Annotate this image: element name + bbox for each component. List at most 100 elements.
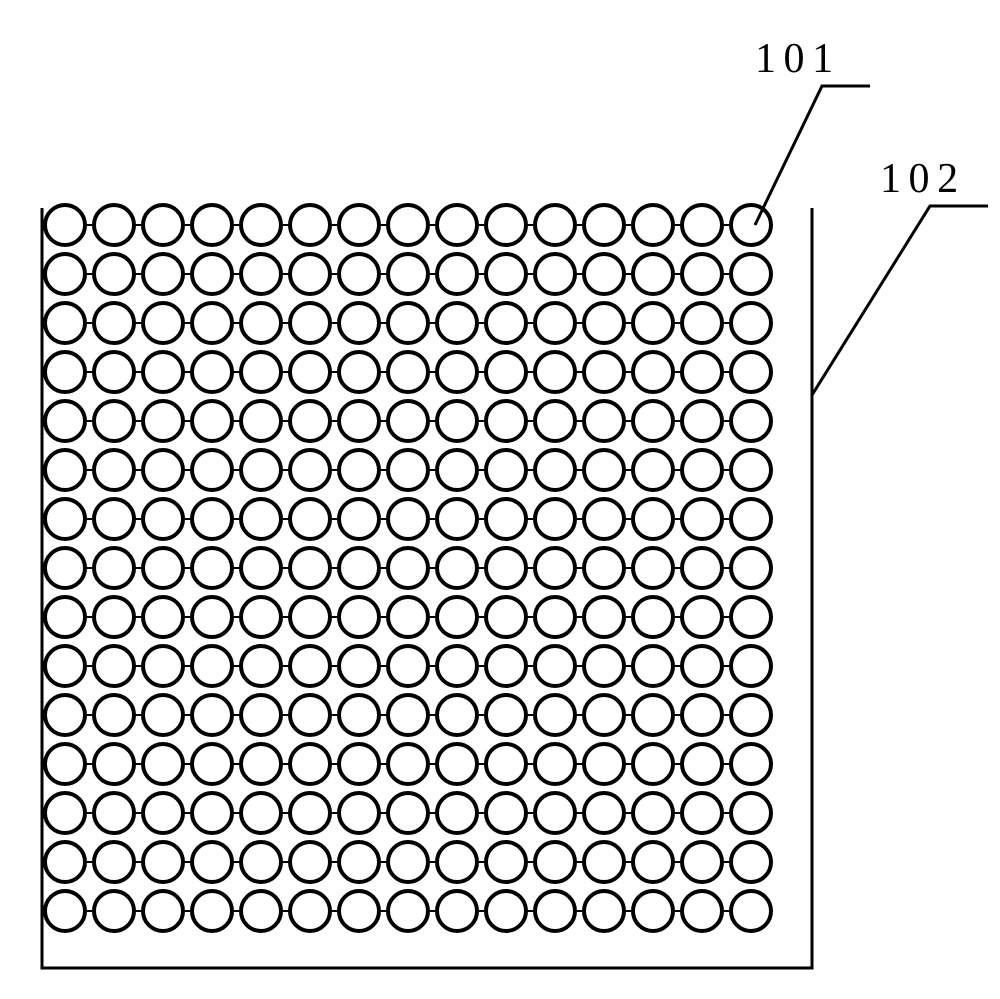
grid-dot: [94, 646, 134, 686]
grid-dot: [437, 891, 477, 931]
grid-dot: [290, 597, 330, 637]
grid-dot: [584, 548, 624, 588]
grid-dot: [192, 744, 232, 784]
grid-dot: [45, 842, 85, 882]
grid-dot: [633, 793, 673, 833]
grid-dot: [94, 303, 134, 343]
grid-dot: [584, 646, 624, 686]
grid-dot: [192, 646, 232, 686]
grid-dot: [192, 597, 232, 637]
grid-dot: [94, 793, 134, 833]
grid-dot: [143, 205, 183, 245]
grid-dot: [633, 499, 673, 539]
grid-dot: [486, 303, 526, 343]
grid-dot: [584, 401, 624, 441]
grid-dot: [192, 205, 232, 245]
grid-dot: [682, 450, 722, 490]
grid-dot: [535, 499, 575, 539]
grid-dot: [192, 548, 232, 588]
grid-dot: [241, 744, 281, 784]
grid-dot: [143, 891, 183, 931]
grid-dot: [143, 597, 183, 637]
grid-dot: [682, 401, 722, 441]
grid-dot: [339, 254, 379, 294]
grid-dot: [388, 548, 428, 588]
grid-dot: [94, 597, 134, 637]
grid-dot: [731, 254, 771, 294]
grid-dot: [486, 401, 526, 441]
grid-dot: [339, 891, 379, 931]
grid-dot: [584, 793, 624, 833]
grid-dot: [584, 842, 624, 882]
grid-dot: [94, 744, 134, 784]
grid-dot: [45, 352, 85, 392]
grid-dot: [290, 254, 330, 294]
grid-dot: [388, 450, 428, 490]
grid-dot: [143, 450, 183, 490]
grid-dot: [731, 744, 771, 784]
grid-dot: [45, 450, 85, 490]
grid-dot: [241, 254, 281, 294]
grid-dot: [388, 842, 428, 882]
grid-dot: [94, 499, 134, 539]
grid-dot: [192, 401, 232, 441]
grid-dot: [486, 891, 526, 931]
grid-dot: [241, 401, 281, 441]
grid-dot: [682, 205, 722, 245]
grid-dot: [437, 303, 477, 343]
grid-dot: [339, 303, 379, 343]
grid-dot: [682, 891, 722, 931]
grid-dot: [486, 499, 526, 539]
grid-dot: [290, 744, 330, 784]
grid-dot: [192, 891, 232, 931]
grid-dot: [682, 597, 722, 637]
grid-dot: [731, 205, 771, 245]
grid-dot: [584, 891, 624, 931]
grid-dot: [535, 646, 575, 686]
grid-dot: [486, 352, 526, 392]
grid-dot: [290, 891, 330, 931]
leader-line: [755, 86, 870, 225]
grid-dot: [731, 450, 771, 490]
grid-dot: [94, 695, 134, 735]
grid-dot: [633, 254, 673, 294]
label-101: 101: [755, 35, 841, 83]
grid-dot: [143, 352, 183, 392]
grid-dot: [94, 450, 134, 490]
grid-dot: [339, 842, 379, 882]
grid-dot: [584, 205, 624, 245]
grid-dot: [388, 352, 428, 392]
grid-dot: [486, 744, 526, 784]
grid-dot: [486, 254, 526, 294]
grid-dot: [45, 744, 85, 784]
grid-dot: [535, 793, 575, 833]
grid-dot: [388, 499, 428, 539]
grid-dot: [192, 450, 232, 490]
grid-dot: [633, 646, 673, 686]
grid-dot: [584, 744, 624, 784]
grid-dot: [486, 793, 526, 833]
grid-dot: [143, 548, 183, 588]
grid-dot: [192, 842, 232, 882]
grid-dot: [339, 646, 379, 686]
circle-grid: [45, 205, 771, 931]
grid-dot: [633, 597, 673, 637]
grid-dot: [682, 352, 722, 392]
grid-dot: [437, 450, 477, 490]
grid-dot: [682, 303, 722, 343]
grid-dot: [339, 205, 379, 245]
grid-dot: [633, 695, 673, 735]
diagram-svg: [0, 0, 1000, 999]
grid-dot: [437, 499, 477, 539]
grid-dot: [535, 744, 575, 784]
grid-dot: [633, 842, 673, 882]
grid-dot: [731, 303, 771, 343]
grid-dot: [290, 303, 330, 343]
grid-dot: [339, 401, 379, 441]
grid-dot: [486, 842, 526, 882]
grid-dot: [584, 499, 624, 539]
grid-dot: [437, 695, 477, 735]
grid-dot: [584, 450, 624, 490]
grid-dot: [731, 597, 771, 637]
grid-dot: [192, 352, 232, 392]
